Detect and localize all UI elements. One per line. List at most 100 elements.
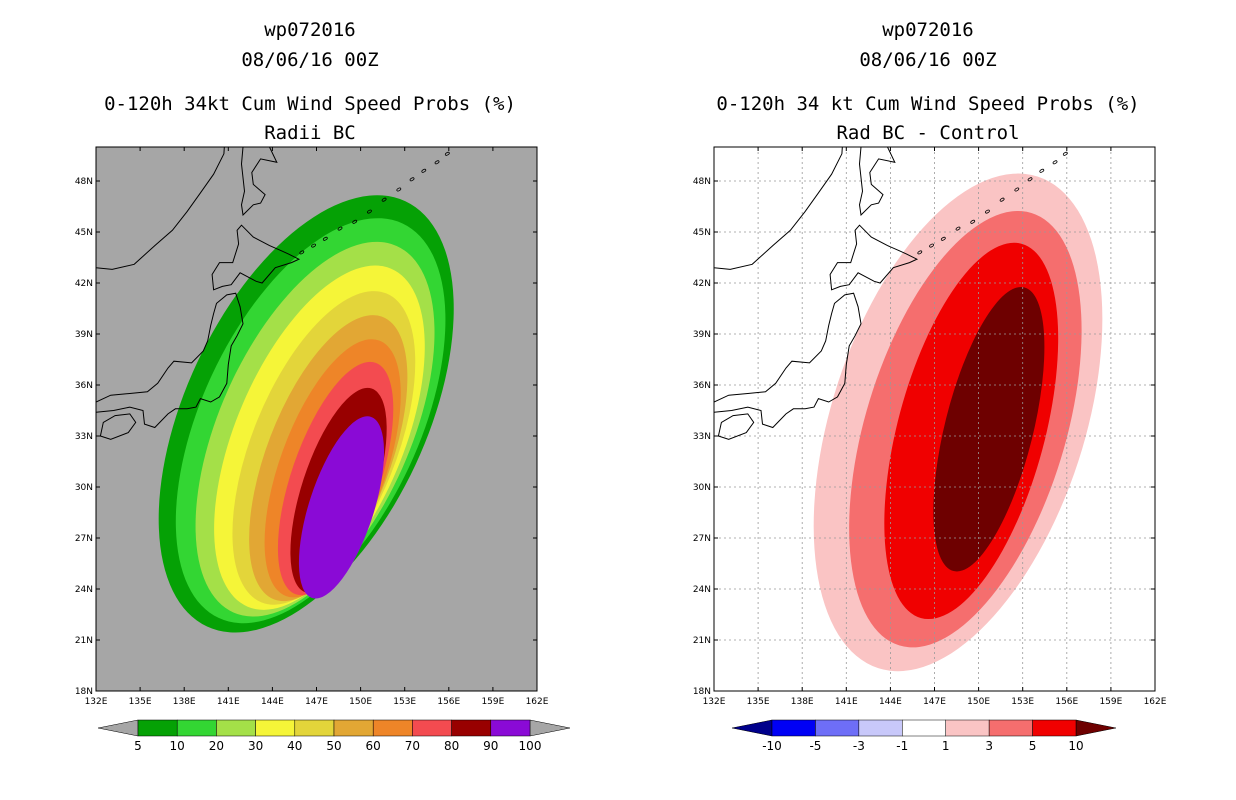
left-colorbar-swatch-2 <box>216 719 256 737</box>
left-coast-segment-0 <box>96 292 244 429</box>
right-colorbar: -10 -5 -3 -1 1 3 5 10 <box>731 719 1117 753</box>
left-x-tick-label-144: 144E <box>261 697 284 707</box>
left-x-tick-label-132: 132E <box>85 697 108 707</box>
right-colorbar-label-2: -3 <box>853 739 865 753</box>
left-x-tick-label-159: 159E <box>481 697 504 707</box>
right-title-line-2: 08/06/16 00Z <box>859 49 996 71</box>
left-coast-segment-4 <box>96 147 225 270</box>
left-colorbar-swatch-3 <box>255 719 296 737</box>
right-y-tick-label-30: 30N <box>693 483 711 493</box>
left-kuril-island-9 <box>421 168 427 173</box>
left-title-line-4: Radii BC <box>264 122 356 144</box>
left-colorbar-label-4: 40 <box>287 739 302 753</box>
right-colorbar-label-5: 3 <box>985 739 993 753</box>
right-kuril-island-4 <box>970 219 976 224</box>
right-colorbar-label-0: -10 <box>762 739 782 753</box>
left-kuril-island-11 <box>444 151 450 156</box>
left-y-tick-label-21: 21N <box>75 636 93 646</box>
right-x-tick-label-147: 147E <box>923 697 946 707</box>
right-y-tick-label-24: 24N <box>693 585 711 595</box>
left-kuril-island-1 <box>311 243 316 248</box>
right-kuril-island-8 <box>1027 177 1033 182</box>
left-coast-segment-5 <box>240 147 278 217</box>
right-x-tick-label-138: 138E <box>791 697 814 707</box>
right-title-line-3: 0-120h 34 kt Cum Wind Speed Probs (%) <box>716 93 1139 115</box>
left-x-tick-label-153: 153E <box>393 697 416 707</box>
left-coastline <box>96 147 450 471</box>
left-y-tick-label-24: 24N <box>75 585 93 595</box>
right-coast-segment-1 <box>829 224 919 291</box>
left-y-tick-label-45: 45N <box>75 228 93 238</box>
right-difference-field <box>813 173 1103 672</box>
right-kuril-island-1 <box>929 243 934 248</box>
left-kuril-island-3 <box>337 226 343 231</box>
right-y-tick-label-21: 21N <box>693 636 711 646</box>
right-colorbar-label-4: 1 <box>942 739 950 753</box>
right-gridlines <box>714 147 1155 691</box>
left-colorbar-swatch-9 <box>490 719 531 737</box>
right-colorbar-swatch-6 <box>1032 719 1077 737</box>
left-contour-90 <box>298 416 385 599</box>
left-title-line-1: wp072016 <box>264 19 356 41</box>
right-coast-segment-4 <box>714 147 843 270</box>
right-y-tick-label-45: 45N <box>693 228 711 238</box>
left-colorbar-swatch-8 <box>451 719 492 737</box>
left-title-line-2: 08/06/16 00Z <box>241 49 378 71</box>
left-kuril-island-0 <box>299 250 305 255</box>
right-y-tick-label-18: 18N <box>693 687 711 697</box>
left-kuril-island-4 <box>352 219 358 224</box>
left-colorbar-low-arrow <box>97 719 139 737</box>
right-kuril-island-0 <box>917 250 923 255</box>
right-colorbar-swatch-3 <box>902 719 946 737</box>
left-probability-field <box>158 195 454 633</box>
right-coast-segment-2 <box>717 413 755 440</box>
right-kuril-island-9 <box>1039 168 1045 173</box>
right-y-tick-label-39: 39N <box>693 330 711 340</box>
left-colorbar-swatch-4 <box>294 719 335 737</box>
right-kuril-island-10 <box>1052 160 1058 165</box>
right-x-tick-label-162: 162E <box>1144 697 1167 707</box>
right-kuril-island-7 <box>1014 187 1020 192</box>
right-colorbar-label-6: 5 <box>1029 739 1037 753</box>
left-x-tick-label-138: 138E <box>173 697 196 707</box>
right-y-tick-label-48: 48N <box>693 177 711 187</box>
right-title-line-1: wp072016 <box>882 19 974 41</box>
left-panel: wp072016 08/06/16 00Z 0-120h 34kt Cum Wi… <box>75 19 571 753</box>
left-y-tick-label-39: 39N <box>75 330 93 340</box>
right-colorbar-low-arrow <box>731 719 773 737</box>
left-kuril-island-6 <box>381 197 387 202</box>
right-kuril-island-2 <box>940 236 946 241</box>
right-colorbar-label-7: 10 <box>1068 739 1083 753</box>
left-x-tick-label-150: 150E <box>349 697 372 707</box>
right-x-tick-label-156: 156E <box>1055 697 1078 707</box>
right-contour-10 <box>933 286 1045 572</box>
left-x-tick-label-141: 141E <box>217 697 240 707</box>
right-colorbar-label-3: -1 <box>896 739 908 753</box>
right-colorbar-swatch-1 <box>815 719 860 737</box>
right-y-tick-label-36: 36N <box>693 381 711 391</box>
right-y-tick-label-33: 33N <box>693 432 711 442</box>
right-coast-segment-0 <box>714 292 862 429</box>
right-colorbar-swatch-5 <box>988 719 1033 737</box>
left-kuril-island-8 <box>409 177 415 182</box>
right-x-tick-label-153: 153E <box>1011 697 1034 707</box>
left-colorbar-swatch-5 <box>333 719 374 737</box>
left-coast-segment-1 <box>211 224 301 291</box>
left-coast-segment-3 <box>96 422 97 471</box>
left-x-tick-label-135: 135E <box>129 697 152 707</box>
right-colorbar-swatch-2 <box>858 719 903 737</box>
right-x-tick-label-141: 141E <box>835 697 858 707</box>
left-y-tick-label-33: 33N <box>75 432 93 442</box>
left-axes: 132E 135E 138E 141E 144E 147E 150E 153E 156E 159E… <box>75 147 549 707</box>
left-colorbar-label-5: 50 <box>326 739 341 753</box>
right-x-tick-label-144: 144E <box>879 697 902 707</box>
left-y-tick-label-18: 18N <box>75 687 93 697</box>
right-colorbar-swatch-4 <box>945 719 990 737</box>
right-coast-segment-3 <box>714 422 715 471</box>
right-kuril-island-6 <box>999 197 1005 202</box>
left-y-tick-label-48: 48N <box>75 177 93 187</box>
left-y-tick-label-42: 42N <box>75 279 93 289</box>
left-y-tick-label-36: 36N <box>75 381 93 391</box>
left-colorbar-high-arrow <box>529 719 571 737</box>
